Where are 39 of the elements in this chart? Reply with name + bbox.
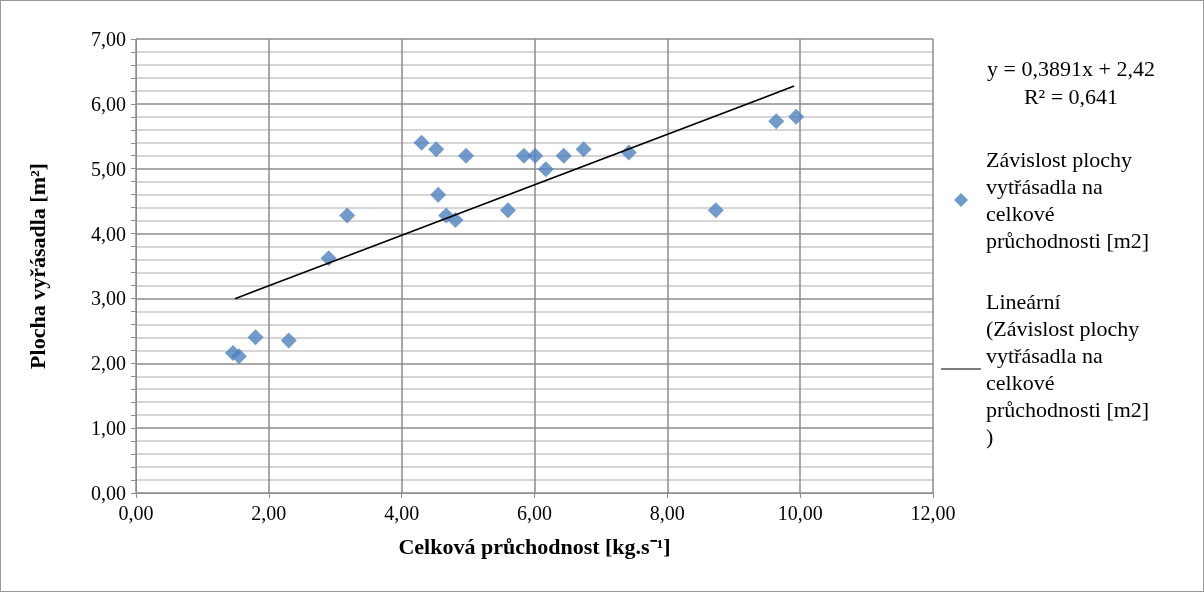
point xyxy=(230,348,247,365)
point xyxy=(428,141,445,158)
point xyxy=(707,202,724,219)
x-tick-label: 4,00 xyxy=(384,502,420,524)
x-tick-label: 6,00 xyxy=(517,502,552,524)
point xyxy=(768,113,785,130)
y-tick-label: 1,00 xyxy=(91,417,126,440)
x-tick-label: 10,00 xyxy=(777,502,823,524)
point xyxy=(458,147,475,164)
y-tick-label: 7,00 xyxy=(91,28,126,50)
point xyxy=(339,207,356,224)
x-tick-label: 2,00 xyxy=(251,502,287,524)
text: y = 0,3891x + 2,42 xyxy=(987,55,1155,81)
x-tick-label: 12,00 xyxy=(910,502,956,524)
point xyxy=(515,147,532,164)
point xyxy=(527,147,544,164)
x-tick-label: 8,00 xyxy=(649,502,685,524)
y-tick-label: 6,00 xyxy=(91,92,126,115)
text: R² = 0,641 xyxy=(1023,83,1119,109)
y-axis-title: Plocha vyřásadla [m²] xyxy=(24,163,50,369)
x-tick-label: 0,00 xyxy=(118,502,154,524)
y-tick-label: 3,00 xyxy=(91,287,126,310)
point xyxy=(575,141,592,158)
point xyxy=(537,161,554,178)
legend-label: Závislost plochy vytřásadla na celkové průchodnosti [m2] xyxy=(986,147,1150,253)
y-tick-label: 2,00 xyxy=(91,352,126,375)
legend-label: Lineární (Závislost plochy vytřásadla na celkové průchodnosti [m2]) xyxy=(986,289,1150,449)
point xyxy=(499,202,516,219)
y-tick-label: 5,00 xyxy=(91,157,126,180)
point xyxy=(280,332,297,349)
y-tick-label: 0,00 xyxy=(91,482,126,504)
point xyxy=(555,147,572,164)
point xyxy=(447,211,464,228)
point xyxy=(430,186,447,203)
x-axis-title: Celková průchodnost [kg.s⁻¹] xyxy=(398,533,671,559)
point xyxy=(247,329,264,346)
point xyxy=(788,108,805,125)
point xyxy=(413,134,430,151)
y-tick-label: 4,00 xyxy=(91,222,126,245)
